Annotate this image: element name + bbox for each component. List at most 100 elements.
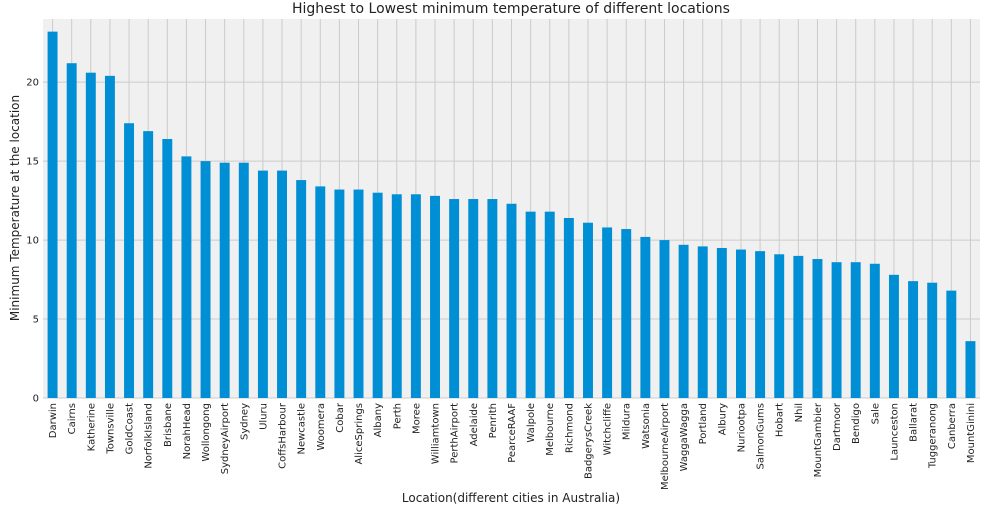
x-tick-label: Sydney (239, 403, 250, 440)
x-tick-label: Nuriootpa (736, 403, 747, 452)
y-tick-label: 5 (33, 315, 39, 326)
bar-walpole (525, 211, 536, 398)
bar-albany (372, 192, 383, 398)
y-tick-labels: 0 5 10 15 20 (26, 78, 39, 405)
bar-sydney (238, 162, 249, 398)
bar-perthairport (449, 199, 460, 398)
bar-bendigo (850, 262, 861, 398)
x-tick-label: Darwin (48, 403, 59, 438)
bar-salmongums (755, 251, 766, 398)
bar-townsville (104, 75, 115, 398)
bar-launceston (888, 274, 899, 398)
bar-darwin (47, 31, 58, 399)
x-tick-label: SydneyAirport (220, 403, 231, 474)
x-tick-label: Portland (698, 403, 709, 444)
x-tick-label: Cobar (335, 402, 346, 433)
x-tick-label: NorahHead (182, 403, 193, 459)
bar-witchcliffe (602, 227, 613, 398)
bar-mountginini (965, 341, 976, 398)
bar-alicesprings (353, 189, 364, 398)
bar-portland (697, 246, 708, 398)
x-tick-label: Hobart (775, 403, 786, 437)
y-tick-label: 20 (26, 78, 39, 89)
bar-sale (869, 263, 880, 398)
x-tick-label: BadgerysCreek (583, 403, 594, 479)
x-tick-label: Brisbane (163, 403, 174, 447)
bar-pearceraaf (506, 203, 517, 398)
x-tick-label: Townsville (105, 403, 116, 455)
bar-nhil (793, 255, 804, 398)
x-tick-label: Nhil (794, 403, 805, 422)
x-tick-label: GoldCoast (125, 403, 136, 454)
y-tick-label: 10 (26, 236, 39, 247)
x-tick-label: WaggaWagga (679, 403, 690, 471)
bar-uluru (257, 170, 268, 398)
x-tick-label: Ballarat (909, 403, 920, 442)
y-tick-label: 0 (33, 394, 39, 405)
x-tick-label: Bendigo (851, 403, 862, 444)
bar-newcastle (296, 180, 307, 398)
bar-norahhead (181, 156, 192, 398)
x-tick-label: Adelaide (469, 403, 480, 446)
x-tick-label: CoffsHarbour (278, 402, 289, 469)
bar-melbourneairport (659, 240, 670, 398)
x-tick-label: MelbourneAirport (660, 403, 671, 490)
x-tick-label: Walpole (526, 403, 537, 443)
bar-cobar (334, 189, 345, 398)
x-tick-label: Penrith (488, 403, 499, 438)
x-tick-label: SalmonGums (756, 403, 767, 470)
bar-sydneyairport (219, 162, 230, 398)
x-tick-label: Melbourne (545, 403, 556, 456)
bar-hobart (774, 254, 785, 398)
x-tick-label: Perth (392, 403, 403, 429)
bar-dartmoor (831, 262, 842, 398)
bar-katherine (85, 72, 96, 399)
chart-title: Highest to Lowest minimum temperature of… (292, 1, 730, 17)
y-tick-label: 15 (26, 157, 39, 168)
x-tick-label: Mildura (622, 403, 633, 440)
bars (47, 31, 976, 399)
y-axis-label: Minimum Temperature at the location (8, 95, 22, 321)
x-tick-label: MountGinini (966, 403, 977, 463)
x-tick-label: Albury (717, 403, 728, 435)
x-tick-label: Newcastle (297, 403, 308, 455)
x-tick-label: Woomera (316, 403, 327, 451)
bar-penrith (487, 199, 498, 398)
x-tick-labels: Darwin Cairns Katherine Townsville GoldCoast… (48, 402, 977, 490)
x-tick-label: Sale (870, 403, 881, 424)
bar-cairns (66, 63, 77, 398)
bar-waggawagga (678, 244, 689, 398)
bar-tuggeranong (927, 282, 938, 398)
bar-albury (716, 247, 727, 398)
bar-wollongong (200, 161, 211, 398)
bar-moree (410, 194, 421, 398)
bar-ballarat (908, 281, 919, 398)
x-tick-label: PearceRAAF (507, 403, 518, 463)
bar-norfolkisland (143, 131, 154, 398)
x-tick-label: Dartmoor (832, 402, 843, 451)
x-tick-label: Cairns (67, 403, 78, 434)
bar-mildura (621, 229, 632, 398)
bar-nuriootpa (735, 249, 746, 398)
bar-mountgambier (812, 259, 823, 398)
x-tick-label: Williamtown (431, 403, 442, 464)
bar-goldcoast (124, 123, 135, 398)
bar-badgeryscreek (583, 222, 593, 398)
x-tick-label: NorfolkIsland (144, 403, 155, 469)
x-tick-label: Witchcliffe (603, 403, 614, 455)
bar-watsonia (640, 236, 651, 398)
x-tick-label: Canberra (947, 403, 958, 449)
x-tick-label: AliceSprings (354, 403, 365, 465)
x-tick-label: Watsonia (641, 403, 652, 449)
x-tick-label: Katherine (86, 403, 97, 451)
bar-adelaide (468, 199, 479, 398)
bar-perth (391, 194, 402, 398)
x-axis-label: Location(different cities in Australia) (402, 491, 620, 505)
bar-williamtown (430, 195, 440, 398)
bar-brisbane (162, 139, 173, 398)
x-tick-label: MountGambier (813, 402, 824, 477)
x-tick-label: Launceston (889, 403, 900, 461)
x-tick-label: Richmond (564, 403, 575, 453)
x-tick-label: Moree (411, 403, 422, 434)
